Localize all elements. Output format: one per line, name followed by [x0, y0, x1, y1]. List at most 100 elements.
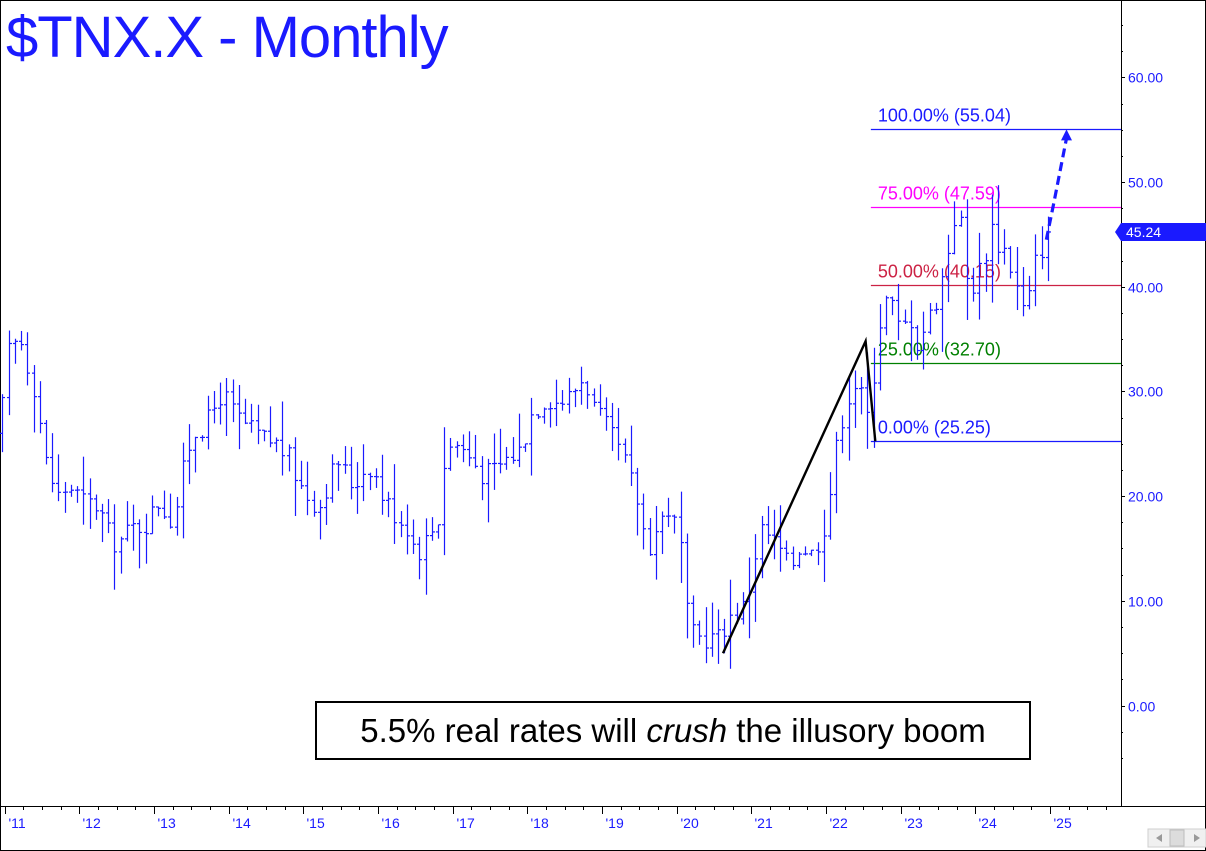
ohlc-bar	[784, 540, 789, 561]
ohlc-bar	[1021, 267, 1026, 317]
ohlc-bar	[641, 493, 646, 550]
ohlc-bar	[697, 620, 702, 645]
ohlc-bar	[480, 456, 485, 501]
ohlc-bar	[1027, 275, 1032, 310]
ohlc-bar	[529, 397, 534, 476]
ohlc-bar	[710, 602, 715, 657]
ohlc-bar	[878, 304, 883, 391]
ohlc-bar	[504, 446, 509, 470]
ohlc-bar	[498, 428, 503, 474]
y-tick-label: 0.00	[1128, 699, 1155, 715]
ohlc-bar	[946, 234, 951, 303]
ohlc-bar	[137, 519, 142, 569]
ohlc-bar	[224, 377, 229, 436]
ohlc-bar	[990, 194, 995, 303]
ohlc-bar	[548, 402, 553, 428]
x-tick-label: '16	[382, 815, 400, 831]
ohlc-bar	[915, 325, 920, 360]
ohlc-bar	[312, 490, 317, 517]
ohlc-bar	[256, 404, 261, 445]
x-tick-label: '20	[681, 815, 699, 831]
ohlc-bar	[144, 513, 149, 564]
ohlc-bar	[330, 454, 335, 503]
ohlc-bar	[648, 518, 653, 556]
ohlc-bar	[156, 506, 161, 517]
x-tick-label: '21	[755, 815, 773, 831]
ohlc-bar	[150, 495, 155, 535]
ohlc-bar	[168, 493, 173, 529]
ohlc-bar	[1008, 246, 1013, 279]
ohlc-bar	[996, 185, 1001, 265]
ohlc-bar	[455, 441, 460, 458]
fib-label-4: 0.00% (25.25)	[878, 418, 991, 438]
ohlc-bar	[592, 388, 597, 407]
ohlc-bar	[274, 437, 279, 453]
ohlc-bar	[716, 609, 721, 664]
projection-arrowhead	[1060, 129, 1072, 141]
ohlc-bar	[635, 467, 640, 536]
ohlc-bar	[654, 505, 659, 580]
ohlc-bar	[262, 429, 267, 442]
ohlc-bar	[380, 454, 385, 515]
x-axis: '11 '12 '13 '14 '15 '16 '17 '18 '19 '20 '21 '22 '23 '…	[5, 806, 1107, 831]
x-tick-label: '25	[1054, 815, 1072, 831]
ohlc-bar	[361, 444, 366, 502]
ohlc-bar	[766, 506, 771, 545]
fib-label-0: 100.00% (55.04)	[878, 106, 1011, 126]
ohlc-bar	[368, 472, 373, 491]
last-price-label: 45.24	[1126, 224, 1161, 240]
ohlc-bar	[355, 462, 360, 514]
scroll-left-arrow-icon[interactable]	[1156, 834, 1162, 842]
ohlc-bar	[200, 435, 205, 442]
price-bars	[0, 185, 1051, 669]
ohlc-bar	[486, 458, 491, 523]
caption-emphasis: crush	[646, 711, 728, 749]
ohlc-bar	[809, 549, 814, 557]
ohlc-bar	[19, 330, 24, 351]
ohlc-bar	[38, 381, 43, 434]
ohlc-bar	[386, 491, 391, 518]
ohlc-bar	[430, 517, 435, 541]
ohlc-bar	[417, 536, 422, 580]
ohlc-bar	[287, 444, 292, 472]
scroll-right-arrow-icon[interactable]	[1194, 834, 1200, 842]
y-tick-label: 60.00	[1128, 70, 1163, 86]
ohlc-bar	[305, 461, 310, 516]
ohlc-bar	[704, 607, 709, 664]
ohlc-bar	[959, 210, 964, 227]
ohlc-bar	[511, 437, 516, 464]
ohlc-bar	[928, 302, 933, 335]
ohlc-bar	[834, 431, 839, 514]
ohlc-bar	[424, 518, 429, 595]
ohlc-bar	[598, 384, 603, 416]
ohlc-bar	[965, 199, 970, 320]
y-tick-label: 10.00	[1128, 594, 1163, 610]
ohlc-bar	[405, 504, 410, 555]
ohlc-bar	[803, 546, 808, 556]
ohlc-bar	[629, 425, 634, 487]
chart-title: $TNX.X - Monthly	[6, 5, 449, 70]
caption-text-after: the illusory boom	[727, 711, 986, 749]
x-tick-label: '11	[9, 815, 26, 831]
ohlc-bar	[816, 542, 821, 566]
ohlc-bar	[181, 442, 186, 539]
x-tick-label: '19	[606, 815, 624, 831]
ohlc-bar	[828, 472, 833, 540]
ohlc-bar	[81, 456, 86, 525]
swing-line	[721, 336, 877, 654]
y-tick-label: 40.00	[1128, 280, 1163, 296]
ohlc-bar	[243, 398, 248, 425]
horizontal-scrollbar[interactable]	[1147, 828, 1206, 848]
ohlc-bar	[94, 494, 99, 520]
ohlc-bar	[392, 464, 397, 544]
x-tick-label: '23	[905, 815, 923, 831]
ohlc-bar	[753, 534, 758, 622]
scrollbar-thumb[interactable]	[1169, 829, 1185, 847]
ohlc-bar	[940, 268, 945, 352]
ohlc-bar	[560, 390, 565, 411]
ohlc-bar	[75, 486, 80, 503]
ohlc-bar	[691, 595, 696, 648]
fib-label-1: 75.00% (47.59)	[878, 184, 1001, 204]
x-tick-label: '15	[307, 815, 325, 831]
ohlc-bar	[131, 504, 136, 551]
